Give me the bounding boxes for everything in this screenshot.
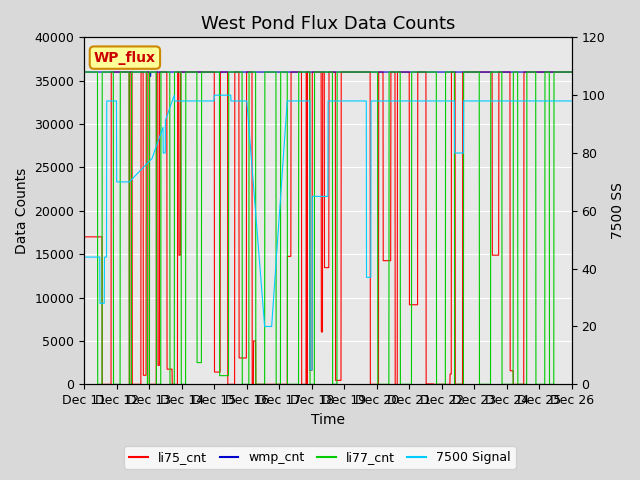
li77_cnt bbox=[525, 69, 532, 75]
li75_cnt bbox=[353, 69, 360, 75]
wmp_cnt bbox=[342, 69, 349, 75]
li77_cnt bbox=[539, 382, 547, 387]
li75_cnt bbox=[99, 382, 106, 387]
li75_cnt bbox=[80, 234, 88, 240]
li75_cnt bbox=[525, 69, 533, 75]
7500 Signal bbox=[216, 92, 224, 98]
7500 Signal bbox=[539, 98, 547, 104]
li77_cnt bbox=[94, 382, 102, 387]
7500 Signal bbox=[568, 98, 576, 104]
7500 Signal bbox=[525, 98, 533, 104]
wmp_cnt bbox=[216, 69, 224, 75]
wmp_cnt bbox=[80, 69, 88, 75]
7500 Signal bbox=[470, 98, 477, 104]
Title: West Pond Flux Data Counts: West Pond Flux Data Counts bbox=[201, 15, 455, 33]
li75_cnt bbox=[108, 69, 115, 75]
Legend: li75_cnt, wmp_cnt, li77_cnt, 7500 Signal: li75_cnt, wmp_cnt, li77_cnt, 7500 Signal bbox=[124, 446, 516, 469]
li77_cnt bbox=[80, 69, 88, 75]
7500 Signal bbox=[170, 92, 178, 98]
li75_cnt bbox=[539, 69, 547, 75]
Line: wmp_cnt: wmp_cnt bbox=[84, 72, 572, 76]
7500 Signal bbox=[306, 367, 314, 373]
7500 Signal bbox=[353, 98, 360, 104]
li77_cnt bbox=[568, 69, 576, 75]
Line: li77_cnt: li77_cnt bbox=[84, 72, 572, 384]
Text: WP_flux: WP_flux bbox=[94, 50, 156, 65]
wmp_cnt bbox=[470, 69, 477, 75]
li75_cnt bbox=[568, 69, 576, 75]
wmp_cnt bbox=[146, 73, 154, 79]
wmp_cnt bbox=[525, 69, 532, 75]
Y-axis label: Data Counts: Data Counts bbox=[15, 168, 29, 254]
li77_cnt bbox=[470, 69, 477, 75]
7500 Signal bbox=[342, 98, 350, 104]
li75_cnt bbox=[217, 69, 225, 75]
Line: 7500 Signal: 7500 Signal bbox=[84, 95, 572, 370]
wmp_cnt bbox=[353, 69, 360, 75]
li77_cnt bbox=[216, 373, 224, 379]
Y-axis label: 7500 SS: 7500 SS bbox=[611, 182, 625, 239]
Line: li75_cnt: li75_cnt bbox=[84, 72, 572, 384]
li75_cnt bbox=[342, 69, 350, 75]
li75_cnt bbox=[470, 69, 477, 75]
wmp_cnt bbox=[539, 69, 547, 75]
li77_cnt bbox=[342, 69, 349, 75]
wmp_cnt bbox=[568, 69, 576, 75]
7500 Signal bbox=[80, 254, 88, 260]
li77_cnt bbox=[353, 69, 360, 75]
X-axis label: Time: Time bbox=[311, 413, 345, 427]
